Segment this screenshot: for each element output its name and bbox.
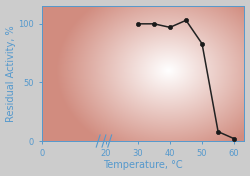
X-axis label: Temperature, °C: Temperature, °C	[103, 160, 182, 170]
Y-axis label: Residual Activity, %: Residual Activity, %	[6, 25, 16, 122]
